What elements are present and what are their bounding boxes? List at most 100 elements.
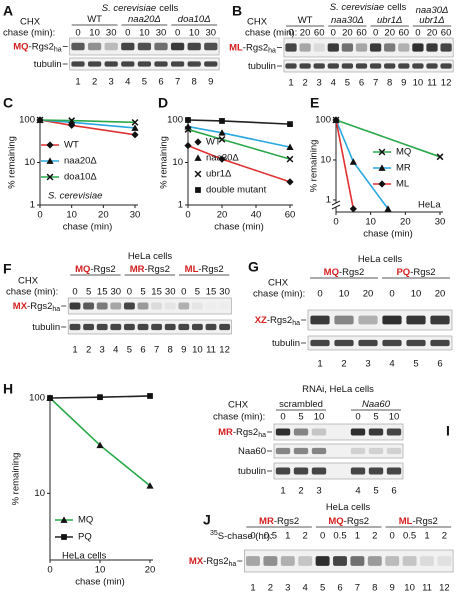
lane-number: 9 bbox=[401, 78, 406, 89]
group-label: PQ-Rgs2 bbox=[396, 267, 435, 278]
chase-time: 60 bbox=[399, 28, 410, 39]
lane-number: 6 bbox=[140, 345, 145, 356]
title-text: HeLa cells bbox=[128, 251, 173, 262]
marker bbox=[286, 155, 294, 163]
blot-band bbox=[369, 43, 382, 52]
row-sub: ha bbox=[292, 320, 300, 327]
x-tick-label: 20 bbox=[400, 217, 411, 228]
marker bbox=[218, 155, 226, 163]
blot-band bbox=[96, 323, 108, 331]
group-name: -Rgs2 bbox=[90, 264, 115, 275]
chase-time: 1 bbox=[424, 531, 429, 542]
blot-band bbox=[412, 63, 424, 69]
marker bbox=[195, 187, 201, 193]
label-prefix: ML bbox=[229, 42, 243, 53]
chase-time: 2 bbox=[372, 531, 377, 542]
lane-number: 10 bbox=[404, 583, 415, 594]
series-line bbox=[335, 119, 355, 209]
row-sub: ha bbox=[54, 46, 62, 53]
lane-number: 2 bbox=[302, 78, 307, 89]
group-name: ubr1Δ bbox=[419, 15, 444, 26]
marker bbox=[287, 121, 293, 127]
blot-band bbox=[275, 467, 291, 475]
blot-band bbox=[358, 339, 378, 347]
x-tick-label: 0 bbox=[185, 210, 190, 221]
chase-sup: 35 bbox=[210, 530, 218, 537]
axis-break bbox=[331, 200, 341, 206]
legend-label: MQ bbox=[396, 147, 411, 158]
marker bbox=[61, 534, 67, 540]
blot-band bbox=[123, 323, 135, 331]
x-tick-label: 0 bbox=[333, 217, 338, 228]
title-text: cells bbox=[159, 3, 178, 14]
marker bbox=[47, 395, 53, 401]
blot-strip bbox=[307, 335, 453, 351]
group-name: -Rgs2 bbox=[410, 267, 435, 278]
chase-time: 5 bbox=[298, 412, 303, 423]
row-label: tubulin bbox=[34, 59, 62, 70]
y-tick-label: 100 bbox=[315, 115, 331, 126]
blot-band bbox=[341, 63, 354, 69]
panel-letter: G bbox=[248, 259, 259, 275]
lane-number: 1 bbox=[317, 359, 322, 370]
chase-label: 35S-chase (hr): bbox=[210, 530, 273, 542]
chart-e: E 1 10 100 0 10 20 30 % remaining chase (min) MQ MR… bbox=[309, 95, 446, 240]
blot-band bbox=[350, 428, 366, 436]
marker bbox=[46, 141, 54, 149]
chase-time: 20 bbox=[363, 289, 374, 300]
marker bbox=[131, 118, 139, 126]
blot-band bbox=[358, 315, 378, 325]
row-label: MR-Rgs2ha bbox=[218, 427, 266, 439]
chase-time: 20 bbox=[342, 28, 353, 39]
x-tick-label: 30 bbox=[435, 217, 446, 228]
lane-number: 1 bbox=[72, 345, 77, 356]
blot-band bbox=[170, 61, 185, 67]
blot-band bbox=[350, 467, 366, 475]
marker bbox=[286, 143, 294, 151]
label-prefix: MQ bbox=[13, 41, 28, 52]
marker bbox=[68, 117, 76, 124]
row-name: -Rgs2 bbox=[27, 301, 52, 312]
label-prefix: MX bbox=[13, 301, 28, 312]
group-label: doa10Δ bbox=[178, 14, 211, 25]
chase-time: 30 bbox=[219, 287, 230, 298]
chase-time: 5 bbox=[140, 287, 145, 298]
blot-strip bbox=[283, 37, 454, 58]
blot-band bbox=[440, 63, 452, 69]
lane-number: 5 bbox=[413, 359, 418, 370]
lane-number: 8 bbox=[168, 345, 173, 356]
chase-time: 0 bbox=[389, 289, 394, 300]
chx-label: CHX bbox=[247, 17, 268, 28]
group-name: -Rgs2 bbox=[274, 516, 299, 527]
blot-strip bbox=[273, 462, 404, 480]
blot-strip bbox=[273, 423, 404, 441]
lane-number: 12 bbox=[441, 78, 452, 89]
blot-band bbox=[123, 302, 135, 310]
group-label: MQ-Rgs2 bbox=[324, 267, 365, 278]
series-line bbox=[335, 119, 441, 158]
chase-time: 20 bbox=[384, 28, 395, 39]
label-prefix: MQ bbox=[328, 516, 343, 527]
blot-band bbox=[83, 323, 95, 331]
lane-number: 5 bbox=[142, 77, 147, 88]
blot-band bbox=[311, 467, 327, 475]
label-prefix: XZ bbox=[255, 315, 267, 326]
chase-time: 10 bbox=[314, 412, 325, 423]
lane-number: 3 bbox=[316, 486, 321, 497]
legend-label: doa10Δ bbox=[64, 172, 97, 183]
blot-band bbox=[406, 315, 426, 325]
blot-band bbox=[137, 61, 152, 67]
row-name: tubulin bbox=[248, 61, 276, 72]
marker bbox=[194, 138, 202, 146]
blot-band bbox=[204, 42, 218, 51]
lane-number: 5 bbox=[320, 583, 325, 594]
lane-number: 8 bbox=[387, 78, 392, 89]
lane-number: 8 bbox=[372, 583, 377, 594]
blot-band bbox=[368, 447, 384, 455]
lane-number: 4 bbox=[303, 583, 308, 594]
blot-band bbox=[187, 61, 201, 67]
marker bbox=[147, 393, 153, 399]
title-text: RNAi, HeLa cells bbox=[302, 384, 374, 395]
chase-time: 2 bbox=[303, 531, 308, 542]
